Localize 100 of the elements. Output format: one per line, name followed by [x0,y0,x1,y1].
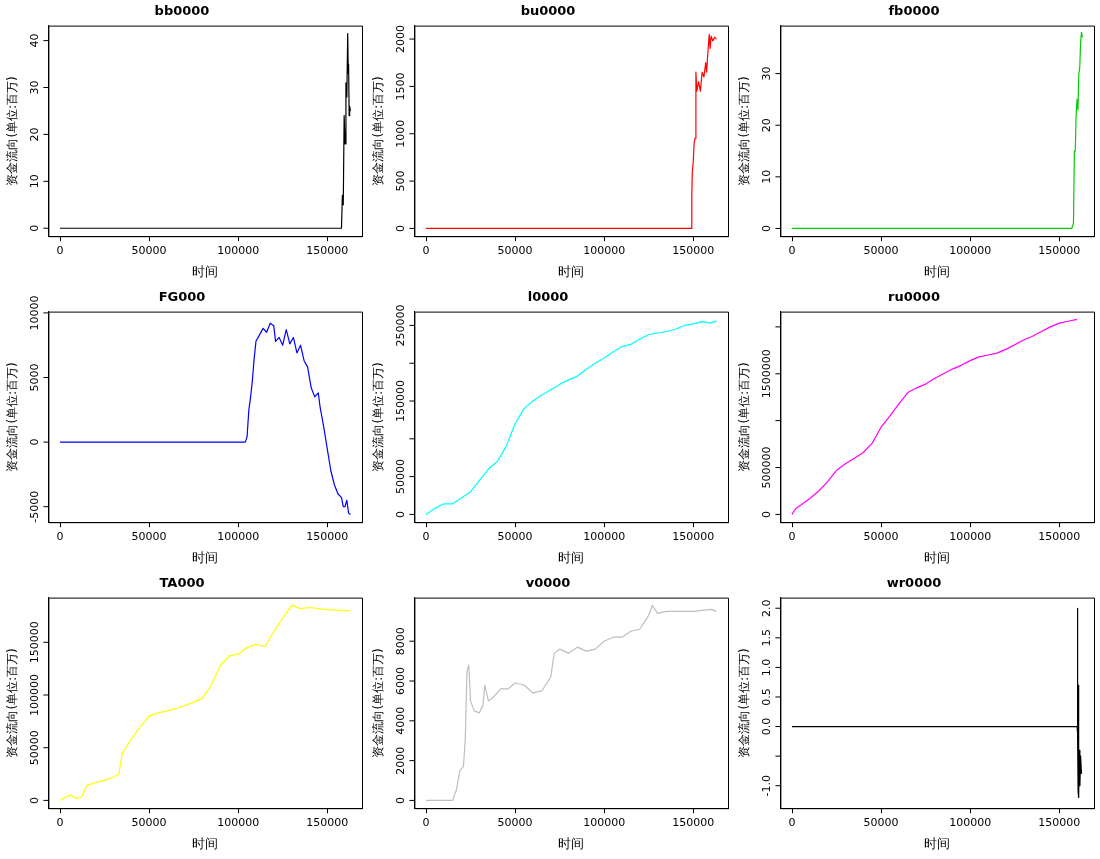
y-tick-label: -5000 [27,490,41,523]
y-tick-label: 10000 [27,295,41,331]
x-tick-label: 150000 [1038,529,1081,543]
x-tick-label: 100000 [217,529,260,543]
chart-title: v0000 [525,575,571,591]
y-tick-label: 10 [759,169,773,184]
y-axis-title: 资金流向(单位:百万) [371,648,386,758]
y-axis-title: 资金流向(单位:百万) [737,362,752,472]
y-tick-label: 50000 [27,730,41,766]
x-axis-title: 时间 [924,549,951,565]
x-axis-title: 时间 [192,835,219,851]
x-tick-label: 50000 [131,815,167,829]
y-tick-label: 0 [27,224,41,232]
y-tick-label: -1.0 [759,774,773,797]
y-tick-label: 500 [393,170,407,192]
y-tick-label: 1500000 [759,349,773,399]
y-tick-label: 50000 [393,459,407,495]
y-tick-label: 1.5 [759,629,773,647]
x-tick-label: 150000 [672,815,715,829]
x-tick-label: 0 [56,243,64,257]
y-tick-label: 500000 [759,446,773,489]
chart-title: ru0000 [888,289,940,305]
y-tick-label: 0 [393,796,407,804]
y-tick-label: 0 [393,224,407,232]
x-axis-title: 时间 [192,263,219,279]
y-tick-label: 1500 [393,72,407,101]
chart-title: bb0000 [154,3,210,19]
y-tick-label: 0 [393,510,407,518]
y-tick-label: 0 [27,796,41,804]
chart-title: l0000 [527,289,569,305]
x-tick-label: 0 [788,815,796,829]
y-tick-label: 8000 [393,627,407,656]
y-tick-label: 0.5 [759,688,773,706]
y-tick-label: 30 [759,66,773,81]
y-axis-title: 资金流向(单位:百万) [737,648,752,758]
x-tick-label: 0 [422,529,430,543]
y-tick-label: 20 [27,127,41,142]
chart-title: TA000 [159,575,205,591]
x-tick-label: 0 [788,529,796,543]
y-tick-label: 150000 [393,380,407,423]
y-axis-title: 资金流向(单位:百万) [737,76,752,186]
x-axis-title: 时间 [558,549,585,565]
y-tick-label: 1.0 [759,658,773,677]
y-tick-label: 1000 [393,119,407,148]
y-tick-label: 2000 [393,746,407,775]
x-tick-label: 50000 [863,815,899,829]
y-tick-label: 0 [759,224,773,232]
x-axis-title: 时间 [924,835,951,851]
x-tick-label: 0 [56,815,64,829]
x-tick-label: 0 [422,243,430,257]
x-tick-label: 150000 [1038,243,1081,257]
x-tick-label: 100000 [949,243,992,257]
y-tick-label: 2.0 [759,599,773,617]
x-tick-label: 150000 [672,529,715,543]
x-tick-label: 50000 [497,529,533,543]
x-tick-label: 50000 [131,243,167,257]
y-tick-label: 40 [27,33,41,48]
x-axis-title: 时间 [192,549,219,565]
x-tick-label: 100000 [949,815,992,829]
y-tick-label: 0.0 [759,717,773,736]
y-tick-label: 10 [27,174,41,189]
y-tick-label: 0 [759,510,773,518]
x-axis-title: 时间 [924,263,951,279]
y-tick-label: 2000 [393,25,407,54]
x-tick-label: 50000 [497,815,533,829]
x-tick-label: 150000 [306,529,349,543]
y-tick-label: 100000 [27,673,41,716]
x-axis-title: 时间 [558,835,585,851]
x-tick-label: 100000 [583,815,626,829]
x-tick-label: 50000 [863,243,899,257]
x-tick-label: 150000 [306,815,349,829]
x-tick-label: 100000 [583,243,626,257]
x-tick-label: 50000 [497,243,533,257]
x-tick-label: 100000 [217,243,260,257]
y-tick-label: 150000 [27,621,41,664]
y-axis-title: 资金流向(单位:百万) [5,362,20,472]
x-tick-label: 0 [422,815,430,829]
x-tick-label: 150000 [1038,815,1081,829]
y-axis-title: 资金流向(单位:百万) [371,76,386,186]
x-tick-label: 0 [56,529,64,543]
x-tick-label: 150000 [306,243,349,257]
y-axis-title: 资金流向(单位:百万) [5,76,20,186]
x-tick-label: 50000 [863,529,899,543]
y-axis-title: 资金流向(单位:百万) [371,362,386,472]
y-tick-label: 4000 [393,706,407,735]
y-tick-label: 250000 [393,304,407,347]
chart-title: bu0000 [520,3,576,19]
y-tick-label: 20 [759,118,773,133]
x-tick-label: 0 [788,243,796,257]
y-tick-label: 30 [27,80,41,95]
x-axis-title: 时间 [558,263,585,279]
x-tick-label: 100000 [949,529,992,543]
chart-title: fb0000 [888,3,940,19]
chart-title: FG000 [158,289,206,305]
y-axis-title: 资金流向(单位:百万) [5,648,20,758]
chart-title: wr0000 [886,575,942,591]
x-tick-label: 50000 [131,529,167,543]
y-tick-label: 5000 [27,363,41,392]
x-tick-label: 150000 [672,243,715,257]
y-tick-label: 0 [27,438,41,446]
